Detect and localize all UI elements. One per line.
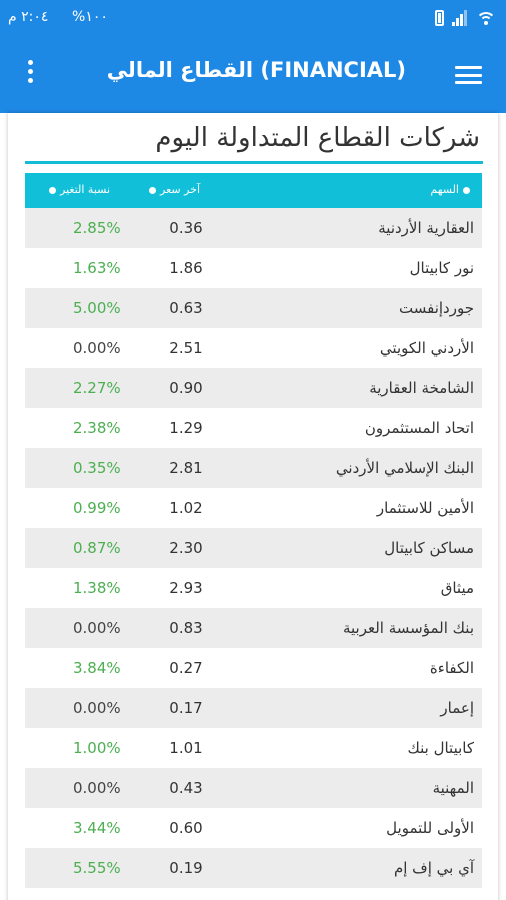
table-header: السهم آخر سعر نسبة التغير — [25, 173, 482, 208]
change-percent: 3.44% — [73, 819, 121, 837]
change-percent: 0.35% — [73, 459, 121, 477]
stock-name: آي بي إف إم — [393, 859, 474, 877]
stock-name: الأولى للتمويل — [386, 819, 474, 837]
sector-card: شركات القطاع المتداولة اليوم السهم آخر س… — [8, 113, 498, 900]
change-percent: 0.87% — [73, 539, 121, 557]
battery-icon — [435, 10, 444, 26]
last-price: 1.01 — [169, 739, 203, 757]
last-price: 2.81 — [169, 459, 203, 477]
stock-name: كابيتال بنك — [407, 739, 474, 757]
stock-name: مساكن كابيتال — [384, 539, 474, 557]
table-row[interactable]: الشامخة العقارية 0.90 2.27% — [25, 368, 482, 408]
last-price: 0.19 — [169, 859, 203, 877]
status-time: ٢:٠٤ م — [8, 9, 49, 25]
stock-name: المهنية — [432, 779, 474, 797]
stock-name: إعمار — [440, 699, 474, 717]
table-row[interactable]: العقارية الأردنية 0.36 2.85% — [25, 208, 482, 248]
table-row[interactable]: جوردإنفست 0.63 5.00% — [25, 288, 482, 328]
table-row[interactable]: المهنية 0.43 0.00% — [25, 768, 482, 808]
last-price: 1.02 — [169, 499, 203, 517]
stock-name: بنك المؤسسة العربية — [342, 619, 474, 637]
wifi-icon — [476, 10, 496, 26]
table-row[interactable]: إعمار 0.17 0.00% — [25, 688, 482, 728]
change-percent: 0.00% — [73, 699, 121, 717]
section-heading: شركات القطاع المتداولة اليوم — [155, 123, 480, 153]
change-percent: 1.00% — [73, 739, 121, 757]
table-row[interactable]: بنك المؤسسة العربية 0.83 0.00% — [25, 608, 482, 648]
change-percent: 1.38% — [73, 579, 121, 597]
heading-divider — [25, 161, 483, 164]
table-row[interactable]: كابيتال بنك 1.01 1.00% — [25, 728, 482, 768]
last-price: 1.29 — [169, 419, 203, 437]
change-percent: 2.38% — [73, 419, 121, 437]
stock-name: نور كابيتال — [409, 259, 474, 277]
last-price: 0.36 — [169, 219, 203, 237]
table-row[interactable]: الأولى للتمويل 0.60 3.44% — [25, 808, 482, 848]
table-row[interactable]: البنك الإسلامي الأردني 2.81 0.35% — [25, 448, 482, 488]
page-title: القطاع المالي (FINANCIAL) — [106, 58, 406, 82]
change-percent: 0.00% — [73, 339, 121, 357]
column-header-change[interactable]: نسبة التغير — [45, 183, 110, 196]
last-price: 0.27 — [169, 659, 203, 677]
last-price: 1.86 — [169, 259, 203, 277]
last-price: 2.30 — [169, 539, 203, 557]
status-bar: ٢:٠٤ م %١٠٠ — [0, 0, 506, 36]
change-percent: 0.00% — [73, 619, 121, 637]
last-price: 0.83 — [169, 619, 203, 637]
stock-name: ميثاق — [440, 579, 474, 597]
more-vertical-icon[interactable] — [24, 60, 36, 88]
change-percent: 5.00% — [73, 299, 121, 317]
change-percent: 2.27% — [73, 379, 121, 397]
last-price: 2.93 — [169, 579, 203, 597]
change-percent: 5.55% — [73, 859, 121, 877]
table-row[interactable]: الأردني الكويتي 2.51 0.00% — [25, 328, 482, 368]
table-body: العقارية الأردنية 0.36 2.85% نور كابيتال 1.8… — [25, 208, 482, 888]
stock-name: العقارية الأردنية — [378, 219, 474, 237]
stock-name: البنك الإسلامي الأردني — [335, 459, 474, 477]
app-bar: القطاع المالي (FINANCIAL) — [0, 36, 506, 113]
table-row[interactable]: ميثاق 2.93 1.38% — [25, 568, 482, 608]
signal-icon — [452, 10, 468, 26]
column-header-last-price[interactable]: آخر سعر — [145, 183, 200, 196]
table-row[interactable]: مساكن كابيتال 2.30 0.87% — [25, 528, 482, 568]
stocks-table: السهم آخر سعر نسبة التغير العقارية الأرد… — [25, 173, 482, 888]
stock-name: جوردإنفست — [399, 299, 474, 317]
sort-icon — [463, 186, 470, 194]
table-row[interactable]: نور كابيتال 1.86 1.63% — [25, 248, 482, 288]
change-percent: 0.99% — [73, 499, 121, 517]
table-row[interactable]: الكفاءة 0.27 3.84% — [25, 648, 482, 688]
last-price: 0.43 — [169, 779, 203, 797]
column-header-stock[interactable]: السهم — [430, 183, 474, 196]
hamburger-menu-icon[interactable] — [455, 66, 482, 84]
change-percent: 3.84% — [73, 659, 121, 677]
stock-name: اتحاد المستثمرون — [364, 419, 474, 437]
table-row[interactable]: آي بي إف إم 0.19 5.55% — [25, 848, 482, 888]
stock-name: الكفاءة — [429, 659, 474, 677]
battery-percent: %١٠٠ — [72, 9, 108, 25]
last-price: 0.90 — [169, 379, 203, 397]
sort-icon — [49, 186, 56, 194]
sort-icon — [149, 186, 156, 194]
stock-name: الأردني الكويتي — [379, 339, 474, 357]
stock-name: الأمين للاستثمار — [376, 499, 474, 517]
change-percent: 0.00% — [73, 779, 121, 797]
table-row[interactable]: اتحاد المستثمرون 1.29 2.38% — [25, 408, 482, 448]
table-row[interactable]: الأمين للاستثمار 1.02 0.99% — [25, 488, 482, 528]
last-price: 0.63 — [169, 299, 203, 317]
last-price: 2.51 — [169, 339, 203, 357]
change-percent: 1.63% — [73, 259, 121, 277]
change-percent: 2.85% — [73, 219, 121, 237]
last-price: 0.17 — [169, 699, 203, 717]
stock-name: الشامخة العقارية — [369, 379, 474, 397]
last-price: 0.60 — [169, 819, 203, 837]
